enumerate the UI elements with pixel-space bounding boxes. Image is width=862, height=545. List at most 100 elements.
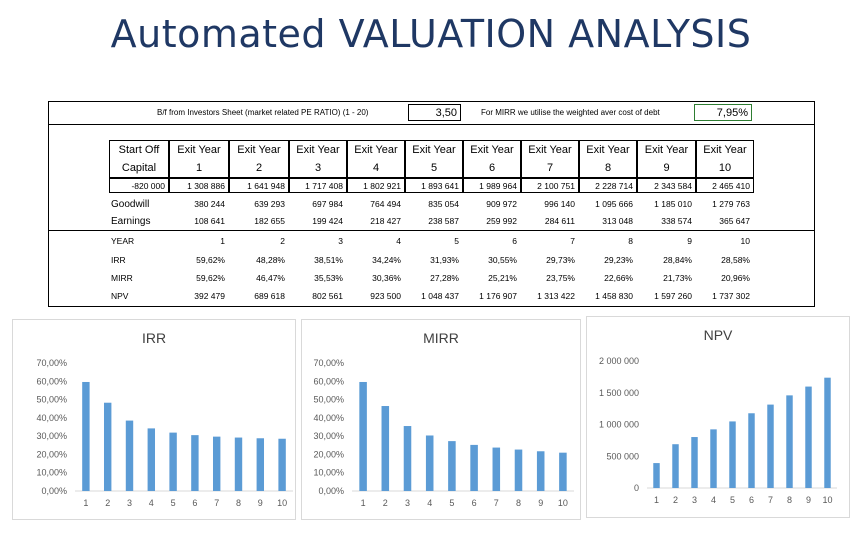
row-value: 764 494	[370, 199, 401, 209]
capital-cell: 1 989 964	[463, 178, 521, 193]
mirr-bar-4	[425, 435, 434, 491]
mirr-y-tick-label: 40,00%	[313, 413, 344, 423]
row-label: MIRR	[111, 273, 133, 283]
npv-chart-title: NPV	[703, 327, 733, 343]
pe-ratio-cell[interactable]: 3,50	[408, 104, 461, 121]
irr-y-tick-label: 0,00%	[41, 486, 67, 496]
capital-cell: 1 717 408	[289, 178, 347, 193]
header-line2: 9	[663, 162, 670, 174]
npv-bar-10	[824, 377, 831, 488]
header-exit-year-5: Exit Year 5	[405, 140, 463, 178]
row-value: 8	[628, 236, 633, 246]
irr-bar-5	[169, 432, 177, 491]
header-line2: 2	[255, 162, 263, 174]
header-exit-year-1: Exit Year 1	[169, 140, 229, 178]
row-value: 313 048	[602, 216, 633, 226]
mirr-bar-7	[492, 447, 501, 491]
mirr-x-tick-label: 8	[516, 498, 521, 508]
mirr-rate-cell[interactable]: 7,95%	[694, 104, 752, 121]
row-value: 1 737 302	[712, 291, 750, 301]
mirr-x-tick-label: 4	[427, 498, 432, 508]
mirr-y-tick-label: 20,00%	[313, 449, 344, 459]
row-value: 38,51%	[314, 255, 343, 265]
header-line1: Exit Year	[586, 144, 630, 156]
row-value: 923 500	[370, 291, 401, 301]
row-value: 392 479	[194, 291, 225, 301]
header-line2: Capital	[121, 162, 157, 174]
row-value: 23,75%	[546, 273, 575, 283]
npv-x-tick-label: 5	[730, 495, 735, 505]
header-line2: 3	[314, 162, 322, 174]
row-value: 22,66%	[604, 273, 633, 283]
npv-y-tick-label: 0	[634, 483, 639, 493]
row-value: 802 561	[312, 291, 343, 301]
row-label: Earnings	[111, 216, 151, 227]
capital-cell: 1 802 921	[347, 178, 405, 193]
row-value: 29,73%	[546, 255, 575, 265]
irr-bar-6	[191, 435, 199, 491]
row-value: 30,36%	[372, 273, 401, 283]
irr-x-tick-label: 7	[214, 498, 219, 508]
irr-chart-title: IRR	[141, 330, 167, 346]
table-row-year_row: YEAR 1 2 3 4 5 6 7 8 9 10	[49, 236, 814, 250]
capital-cell: -820 000	[109, 178, 169, 193]
npv-bar-5	[729, 421, 736, 488]
row-value: 7	[570, 236, 575, 246]
row-value: 639 293	[254, 199, 285, 209]
row-value: 996 140	[544, 199, 575, 209]
mirr-y-tick-label: 0,00%	[318, 486, 344, 496]
mirr-bar-8	[514, 449, 523, 491]
mirr-y-tick-label: 70,00%	[313, 358, 344, 368]
irr-x-tick-label: 1	[83, 498, 88, 508]
mirr-y-tick-label: 10,00%	[313, 468, 344, 478]
row-value: 218 427	[370, 216, 401, 226]
section-divider	[49, 230, 814, 231]
row-value: 108 641	[194, 216, 225, 226]
irr-x-tick-label: 4	[149, 498, 154, 508]
mirr-bar-10	[559, 452, 567, 491]
irr-bar-2	[103, 402, 112, 491]
irr-bar-7	[212, 436, 221, 491]
row-value: 1 279 763	[712, 199, 750, 209]
npv-x-tick-label: 8	[787, 495, 792, 505]
irr-bar-8	[234, 437, 243, 491]
irr-chart: IRR 0,00% 10,00% 20,00% 30,00% 40,00% 50,00% 6…	[12, 319, 296, 520]
valuation-sheet: B/f from Investors Sheet (market related…	[48, 101, 815, 307]
npv-x-tick-label: 2	[673, 495, 678, 505]
row-label: NPV	[111, 291, 129, 301]
mirr-rate-label: For MIRR we utilise the weighted aver co…	[481, 108, 660, 117]
capital-cell: 2 343 584	[637, 178, 696, 193]
row-value: 5	[454, 236, 459, 246]
header-line2: 1	[195, 162, 203, 174]
header-line1: Exit Year	[470, 144, 514, 156]
mirr-y-tick-label: 60,00%	[313, 376, 344, 386]
npv-bar-3	[691, 437, 698, 488]
mirr-x-tick-label: 9	[538, 498, 543, 508]
capital-cell: 2 228 714	[579, 178, 637, 193]
row-value: 59,62%	[196, 273, 225, 283]
capital-cell: 2 465 410	[696, 178, 754, 193]
npv-y-tick-label: 1 000 000	[599, 420, 639, 430]
row-value: 21,73%	[663, 273, 692, 283]
row-value: 1 597 260	[654, 291, 692, 301]
header-line1: Start Off	[118, 144, 160, 156]
row-value: 34,24%	[372, 255, 401, 265]
mirr-bar-5	[448, 441, 456, 491]
row-value: 1	[220, 236, 225, 246]
npv-chart: NPV 0 500 000 1 000 000 1 500 000 2 000 000 1…	[586, 316, 850, 518]
mirr-x-tick-label: 3	[405, 498, 410, 508]
row-value: 2	[280, 236, 285, 246]
header-line2: 5	[430, 162, 438, 174]
header-line1: Exit Year	[528, 144, 572, 156]
row-value: 29,23%	[604, 255, 633, 265]
header-line1: Exit Year	[296, 144, 340, 156]
table-row-irr: IRR 59,62% 48,28% 38,51% 34,24% 31,93% 30,55% 2…	[49, 255, 814, 269]
row-value: 338 574	[661, 216, 692, 226]
row-value: 4	[396, 236, 401, 246]
row-value: 1 048 437	[421, 291, 459, 301]
header-exit-year-8: Exit Year 8	[579, 140, 637, 178]
row-value: 1 313 422	[537, 291, 575, 301]
row-value: 35,53%	[314, 273, 343, 283]
row-value: 1 095 666	[595, 199, 633, 209]
irr-x-tick-label: 10	[277, 498, 287, 508]
